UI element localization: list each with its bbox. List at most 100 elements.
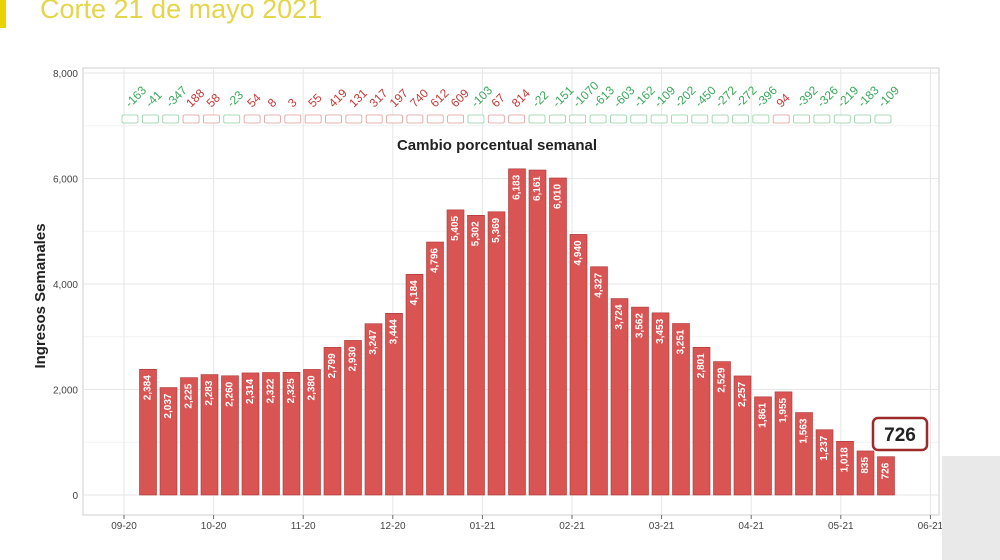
bar bbox=[446, 209, 465, 496]
page-title: Corte 21 de mayo 2021 bbox=[40, 0, 323, 24]
weekly-change-pill bbox=[569, 114, 587, 124]
weekly-change-pill bbox=[467, 114, 485, 124]
weekly-change-pill bbox=[202, 114, 220, 124]
bar-value-label: 2,930 bbox=[348, 346, 359, 371]
x-tick-label: 01-21 bbox=[470, 521, 496, 532]
bar bbox=[610, 298, 629, 496]
bar bbox=[159, 387, 178, 496]
bar bbox=[262, 372, 280, 496]
bar-value-label: 3,453 bbox=[655, 318, 666, 343]
weekly-change-pill bbox=[162, 114, 180, 124]
weekly-change-pill bbox=[874, 114, 892, 124]
bar-value-label: 4,327 bbox=[594, 272, 605, 297]
weekly-change-pill bbox=[671, 114, 688, 124]
bar bbox=[549, 177, 567, 496]
bar-value-label: 726 bbox=[881, 462, 892, 479]
bar bbox=[426, 241, 444, 496]
bar-value-label: 2,260 bbox=[225, 381, 236, 406]
y-axis-label: Ingresos Semanales bbox=[32, 223, 49, 368]
highlight-callout: 726 bbox=[871, 416, 929, 452]
bar-value-label: 2,225 bbox=[184, 383, 195, 408]
x-tick-label: 10-20 bbox=[201, 521, 227, 532]
weekly-change-pill bbox=[284, 114, 302, 124]
bar bbox=[713, 361, 731, 496]
y-tick-label: 6,000 bbox=[53, 175, 78, 186]
bar-value-label: 3,724 bbox=[614, 304, 625, 329]
bar bbox=[303, 369, 321, 496]
weekly-change-pill bbox=[589, 114, 607, 124]
weekly-change-pill bbox=[426, 114, 444, 124]
bar bbox=[467, 215, 485, 496]
bar bbox=[733, 375, 752, 496]
bar-value-label: 5,369 bbox=[491, 217, 502, 242]
bar-value-label: 2,799 bbox=[327, 353, 338, 378]
bar-value-label: 2,380 bbox=[307, 375, 318, 400]
bar bbox=[487, 211, 506, 496]
bar-value-label: 2,257 bbox=[737, 382, 748, 407]
bar bbox=[815, 429, 834, 496]
bar-value-label: 2,322 bbox=[266, 378, 277, 403]
weekly-change-pill bbox=[141, 114, 159, 124]
bar bbox=[569, 234, 588, 496]
bar-value-label: 1,018 bbox=[840, 447, 851, 472]
highlight-value: 726 bbox=[884, 425, 916, 446]
bar bbox=[836, 441, 854, 496]
y-tick-label: 0 bbox=[72, 491, 78, 502]
bar bbox=[754, 396, 772, 496]
y-tick-label: 2,000 bbox=[53, 386, 78, 397]
weekly-change-pill bbox=[528, 114, 546, 124]
bar-value-label: 1,563 bbox=[799, 418, 810, 443]
bar bbox=[405, 273, 424, 496]
weekly-change-pill bbox=[833, 114, 851, 124]
bar bbox=[344, 340, 362, 496]
bar-value-label: 3,251 bbox=[676, 329, 687, 354]
x-tick-label: 09-20 bbox=[111, 521, 137, 532]
x-tick-label: 06-21 bbox=[918, 521, 944, 532]
bar bbox=[590, 266, 608, 496]
weekly-change-pill bbox=[121, 114, 139, 124]
weekly-change-pill bbox=[325, 114, 342, 124]
bar bbox=[180, 377, 198, 496]
bar-value-label: 5,405 bbox=[450, 215, 461, 240]
bar-value-label: 3,444 bbox=[389, 319, 400, 344]
bar bbox=[508, 168, 526, 496]
weekly-change-pill bbox=[650, 114, 668, 124]
weekly-change-pill bbox=[406, 114, 424, 124]
bar-value-label: 5,302 bbox=[471, 221, 482, 246]
x-tick-label: 05-21 bbox=[828, 521, 854, 532]
x-tick-label: 11-20 bbox=[291, 521, 316, 532]
weekly-change-pill bbox=[223, 114, 241, 124]
weekly-change-pill bbox=[304, 114, 322, 124]
bar bbox=[139, 368, 157, 496]
y-tick-label: 4,000 bbox=[53, 280, 78, 291]
bar-value-label: 2,325 bbox=[286, 378, 297, 403]
weekly-change-pill bbox=[610, 114, 627, 124]
weekly-change-pill bbox=[732, 114, 749, 124]
y-tick-label: 8,000 bbox=[53, 69, 78, 80]
bar bbox=[364, 323, 383, 496]
weekly-change-pill bbox=[772, 114, 790, 124]
bar-value-label: 3,247 bbox=[368, 329, 379, 354]
bar bbox=[282, 372, 301, 496]
weekly-change-pill bbox=[447, 114, 465, 124]
x-tick-label: 12-20 bbox=[380, 521, 406, 532]
weekly-change-pill bbox=[243, 114, 261, 124]
bar bbox=[385, 313, 403, 496]
bar-value-label: 1,237 bbox=[819, 435, 830, 460]
x-tick-label: 04-21 bbox=[738, 521, 764, 532]
background-strip bbox=[942, 456, 1000, 560]
weekly-change-pill bbox=[386, 114, 403, 124]
bar-value-label: 1,861 bbox=[758, 402, 769, 427]
bar-value-label: 4,940 bbox=[573, 240, 584, 265]
bar-value-labels: 2,384 2,037 2,225 2,283 2,260 2,314 2,322 2,325… bbox=[143, 174, 892, 479]
axes: 0 2,000 4,000 6,000 8,000 09-20 10-20 11-20 12-2… bbox=[53, 69, 944, 532]
weekly-change-pill bbox=[548, 114, 566, 124]
bar-value-label: 6,161 bbox=[532, 176, 543, 201]
weekly-change-pill bbox=[264, 114, 281, 124]
bar bbox=[651, 312, 670, 496]
bar bbox=[241, 372, 260, 496]
highlight-box bbox=[871, 416, 929, 452]
bar bbox=[692, 346, 711, 496]
bar bbox=[856, 450, 875, 496]
